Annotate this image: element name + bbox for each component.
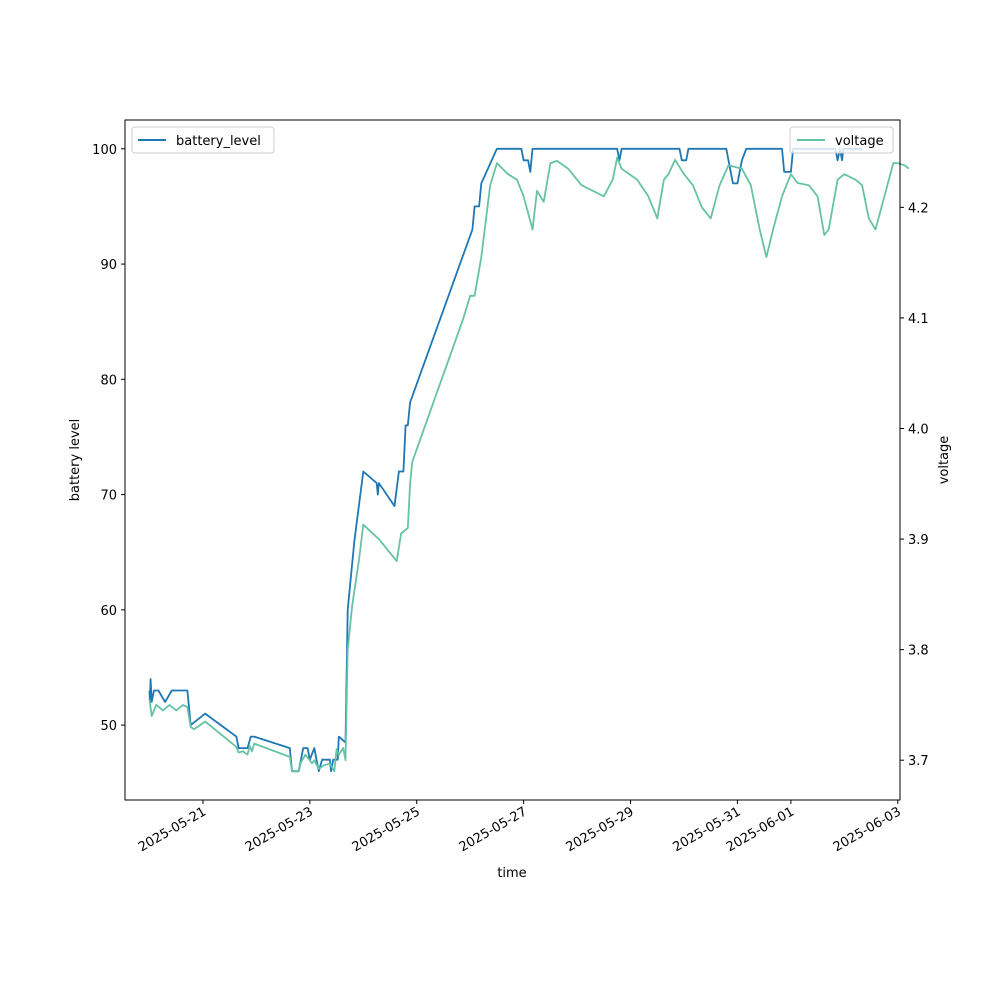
- y2-axis-label: voltage: [937, 436, 952, 485]
- y-axis-left: 50 60 70 80 90 100: [92, 143, 125, 734]
- y2-tick-label: 3.7: [908, 754, 929, 769]
- y-tick-label: 50: [100, 719, 117, 734]
- y2-tick-label: 3.8: [908, 644, 929, 659]
- legend-box: [131, 126, 275, 154]
- y2-tick-label: 3.9: [908, 533, 929, 548]
- y-tick-label: 60: [100, 604, 117, 619]
- y2-tick-label: 4.0: [908, 422, 929, 437]
- legend-label-voltage: voltage: [835, 134, 884, 149]
- y-tick-label: 80: [100, 373, 117, 388]
- y-axis-right: 3.7 3.8 3.9 4.0 4.1 4.2: [900, 201, 929, 769]
- x-axis-label: time: [497, 866, 526, 881]
- y2-tick-label: 4.1: [908, 312, 929, 327]
- series-line-voltage: [148, 156, 910, 773]
- y-axis-label: battery level: [68, 419, 83, 502]
- y-tick-label: 70: [100, 489, 117, 504]
- legend-voltage[interactable]: voltage: [789, 126, 894, 154]
- series-layer: [148, 147, 910, 773]
- legend-battery-level[interactable]: battery_level: [131, 126, 275, 154]
- y2-tick-label: 4.2: [908, 201, 929, 216]
- plot-frame: [124, 119, 901, 801]
- legend-label-battery-level: battery_level: [176, 134, 261, 149]
- y-tick-label: 90: [100, 258, 117, 273]
- series-line-battery-level: [148, 147, 863, 773]
- legend-box: [789, 126, 894, 154]
- y-tick-label: 100: [92, 143, 117, 158]
